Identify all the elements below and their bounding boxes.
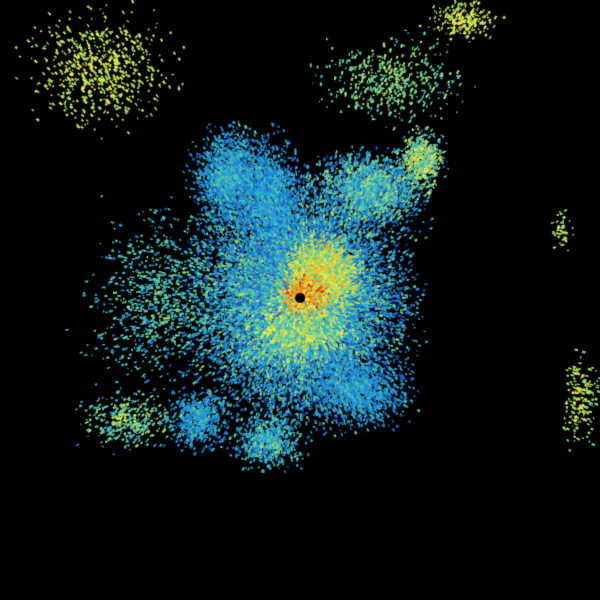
- radar-image: [0, 0, 600, 600]
